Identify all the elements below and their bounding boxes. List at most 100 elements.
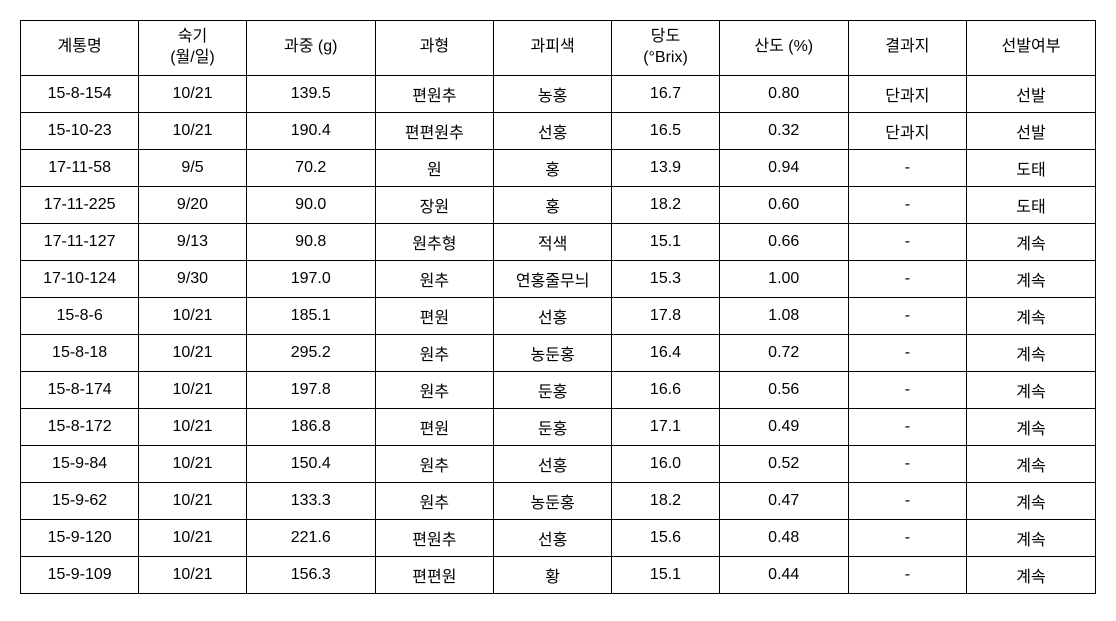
- table-cell-weight: 133.3: [246, 482, 375, 519]
- table-cell-skincolor: 홍: [494, 149, 612, 186]
- table-cell-name: 17-10-124: [21, 260, 139, 297]
- table-cell-acid: 0.47: [719, 482, 848, 519]
- table-cell-weight: 90.8: [246, 223, 375, 260]
- header-cell-select: 선발여부: [967, 21, 1096, 76]
- table-cell-branch: 단과지: [848, 112, 966, 149]
- table-cell-sugar: 15.1: [612, 556, 720, 593]
- table-cell-name: 17-11-127: [21, 223, 139, 260]
- table-cell-name: 15-9-120: [21, 519, 139, 556]
- table-cell-sugar: 18.2: [612, 186, 720, 223]
- table-cell-shape: 원추: [375, 371, 493, 408]
- table-row: 15-8-17210/21186.8편원둔홍17.10.49-계속: [21, 408, 1096, 445]
- table-cell-acid: 0.80: [719, 75, 848, 112]
- table-cell-shape: 편원추: [375, 519, 493, 556]
- table-row: 17-11-1279/1390.8원추형적색15.10.66-계속: [21, 223, 1096, 260]
- header-cell-skincolor: 과피색: [494, 21, 612, 76]
- table-cell-skincolor: 선홍: [494, 519, 612, 556]
- table-cell-skincolor: 적색: [494, 223, 612, 260]
- table-cell-period: 10/21: [139, 371, 247, 408]
- header-cell-text: 숙기: [178, 28, 207, 45]
- table-cell-select: 계속: [967, 297, 1096, 334]
- header-cell-shape: 과형: [375, 21, 493, 76]
- table-body: 15-8-15410/21139.5편원추농홍16.70.80단과지선발15-1…: [21, 75, 1096, 593]
- table-cell-sugar: 18.2: [612, 482, 720, 519]
- table-row: 15-9-10910/21156.3편편원황15.10.44-계속: [21, 556, 1096, 593]
- table-cell-weight: 221.6: [246, 519, 375, 556]
- table-cell-shape: 편편원: [375, 556, 493, 593]
- table-cell-name: 15-9-84: [21, 445, 139, 482]
- table-cell-sugar: 16.5: [612, 112, 720, 149]
- table-cell-weight: 185.1: [246, 297, 375, 334]
- table-cell-skincolor: 선홍: [494, 445, 612, 482]
- header-cell-text: (°Brix): [643, 49, 688, 66]
- table-cell-acid: 0.94: [719, 149, 848, 186]
- table-cell-name: 15-8-6: [21, 297, 139, 334]
- table-cell-shape: 편원추: [375, 75, 493, 112]
- table-cell-weight: 150.4: [246, 445, 375, 482]
- table-cell-name: 15-9-109: [21, 556, 139, 593]
- table-cell-skincolor: 황: [494, 556, 612, 593]
- header-cell-weight: 과중 (g): [246, 21, 375, 76]
- table-cell-period: 10/21: [139, 556, 247, 593]
- table-cell-branch: -: [848, 482, 966, 519]
- table-cell-sugar: 16.7: [612, 75, 720, 112]
- table-cell-name: 15-8-154: [21, 75, 139, 112]
- header-cell-acid: 산도 (%): [719, 21, 848, 76]
- table-cell-skincolor: 선홍: [494, 112, 612, 149]
- table-cell-acid: 0.52: [719, 445, 848, 482]
- table-row: 15-8-15410/21139.5편원추농홍16.70.80단과지선발: [21, 75, 1096, 112]
- table-cell-skincolor: 농둔홍: [494, 482, 612, 519]
- table-cell-shape: 원추: [375, 334, 493, 371]
- table-cell-select: 계속: [967, 260, 1096, 297]
- table-cell-shape: 원: [375, 149, 493, 186]
- table-cell-period: 10/21: [139, 297, 247, 334]
- table-cell-acid: 0.48: [719, 519, 848, 556]
- table-row: 17-10-1249/30197.0원추연홍줄무늬15.31.00-계속: [21, 260, 1096, 297]
- table-cell-period: 10/21: [139, 334, 247, 371]
- table-cell-shape: 원추: [375, 482, 493, 519]
- table-cell-shape: 원추형: [375, 223, 493, 260]
- table-cell-skincolor: 농홍: [494, 75, 612, 112]
- table-cell-branch: -: [848, 445, 966, 482]
- table-cell-select: 선발: [967, 112, 1096, 149]
- table-cell-select: 계속: [967, 519, 1096, 556]
- header-cell-sugar: 당도 (°Brix): [612, 21, 720, 76]
- table-cell-select: 선발: [967, 75, 1096, 112]
- table-cell-select: 계속: [967, 223, 1096, 260]
- table-cell-acid: 0.44: [719, 556, 848, 593]
- table-cell-skincolor: 연홍줄무늬: [494, 260, 612, 297]
- table-cell-branch: -: [848, 408, 966, 445]
- table-cell-sugar: 15.6: [612, 519, 720, 556]
- table-row: 15-8-610/21185.1편원선홍17.81.08-계속: [21, 297, 1096, 334]
- table-cell-select: 계속: [967, 482, 1096, 519]
- table-cell-period: 10/21: [139, 112, 247, 149]
- table-cell-name: 15-8-174: [21, 371, 139, 408]
- data-table: 계통명숙기(월/일)과중 (g)과형과피색당도(°Brix)산도 (%)결과지선…: [20, 20, 1096, 594]
- table-cell-shape: 편원: [375, 297, 493, 334]
- table-header-row: 계통명숙기(월/일)과중 (g)과형과피색당도(°Brix)산도 (%)결과지선…: [21, 21, 1096, 76]
- header-cell-name: 계통명: [21, 21, 139, 76]
- table-cell-weight: 190.4: [246, 112, 375, 149]
- table-cell-period: 9/30: [139, 260, 247, 297]
- table-cell-name: 15-9-62: [21, 482, 139, 519]
- table-cell-name: 15-8-172: [21, 408, 139, 445]
- table-cell-select: 계속: [967, 556, 1096, 593]
- table-row: 15-10-2310/21190.4편편원추선홍16.50.32단과지선발: [21, 112, 1096, 149]
- table-cell-branch: -: [848, 260, 966, 297]
- table-cell-weight: 139.5: [246, 75, 375, 112]
- header-cell-text: 당도: [651, 28, 680, 45]
- header-cell-branch: 결과지: [848, 21, 966, 76]
- table-cell-branch: -: [848, 371, 966, 408]
- table-cell-name: 17-11-58: [21, 149, 139, 186]
- table-cell-select: 도태: [967, 149, 1096, 186]
- table-cell-shape: 장원: [375, 186, 493, 223]
- table-cell-branch: -: [848, 556, 966, 593]
- table-cell-select: 도태: [967, 186, 1096, 223]
- table-cell-select: 계속: [967, 371, 1096, 408]
- table-cell-period: 10/21: [139, 519, 247, 556]
- table-cell-name: 15-10-23: [21, 112, 139, 149]
- table-cell-period: 10/21: [139, 408, 247, 445]
- table-cell-period: 9/5: [139, 149, 247, 186]
- table-cell-weight: 197.8: [246, 371, 375, 408]
- table-cell-period: 10/21: [139, 482, 247, 519]
